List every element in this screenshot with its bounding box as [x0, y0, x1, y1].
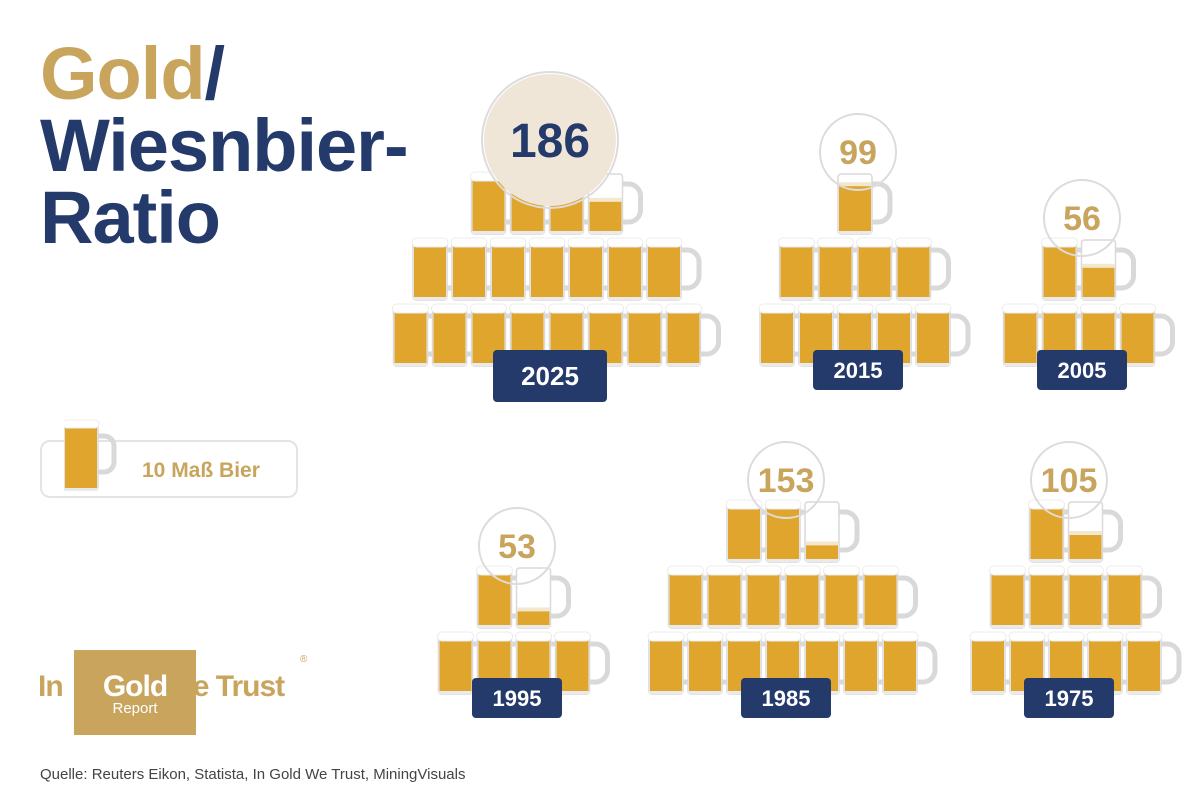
- year-group-2025: 186 2025: [392, 71, 721, 402]
- year-group-1975: 105 1975: [969, 441, 1182, 718]
- title-line-3: Ratio: [40, 176, 221, 259]
- beer-mug-icon: [64, 419, 117, 491]
- year-label-1995: 1995: [493, 686, 542, 711]
- ratio-label-1995: 53: [498, 528, 536, 566]
- year-label-2005: 2005: [1058, 358, 1107, 383]
- logo-gold-box: Gold Report: [74, 650, 196, 735]
- beer-mug-icon: [1067, 501, 1123, 563]
- beer-mug-icon: [804, 501, 860, 563]
- year-group-2015: 99 2015: [758, 113, 971, 390]
- registered-mark: ®: [300, 654, 308, 665]
- ratio-circle: [819, 113, 897, 191]
- in-gold-we-trust-logo: In Gold Report We Trust ®: [38, 650, 318, 735]
- ratio-label-2015: 99: [839, 134, 877, 172]
- ratio-label-2005: 56: [1063, 200, 1101, 238]
- beer-mug-icon: [450, 237, 507, 301]
- beer-mug-icon: [554, 631, 610, 695]
- legend: 10 Maß Bier: [40, 419, 298, 498]
- beer-mug-icon: [837, 173, 893, 235]
- ratio-label-2025: 186: [510, 115, 590, 168]
- year-group-1985: 153 1985: [647, 441, 938, 718]
- beer-mug-icon: [647, 631, 704, 695]
- ratio-circle: [484, 74, 616, 206]
- beer-mug-icon: [437, 631, 493, 695]
- source-note: Quelle: Reuters Eikon, Statista, In Gold…: [40, 766, 466, 783]
- logo-text-report: Report: [112, 700, 158, 717]
- beer-mug-icon: [914, 303, 971, 367]
- ratio-circle: [478, 507, 556, 585]
- year-label-2025: 2025: [521, 361, 579, 391]
- beer-mug-icon: [515, 567, 571, 629]
- year-group-1995: 53 1995: [437, 507, 610, 718]
- beer-mug-icon: [989, 565, 1045, 629]
- ratio-label-1985: 153: [758, 462, 815, 500]
- logo-text-we-trust: We Trust: [166, 670, 285, 703]
- year-label-1985: 1985: [762, 686, 811, 711]
- year-badge-2005: [1037, 350, 1127, 390]
- beer-mug-icon: [969, 631, 1026, 695]
- beer-mug-icon: [862, 565, 918, 629]
- beer-mug-icon: [665, 303, 721, 367]
- beer-mug-icon: [667, 565, 723, 629]
- beer-mug-icon: [587, 173, 643, 235]
- year-badge-1975: [1024, 678, 1114, 718]
- year-group-2005: 56 2005: [1002, 179, 1175, 390]
- beer-mug-icon: [895, 237, 951, 301]
- ratio-circle: [747, 441, 825, 519]
- beer-mug-icon: [645, 237, 702, 301]
- ratio-circle: [1030, 441, 1108, 519]
- logo-text-gold: Gold: [102, 670, 168, 703]
- beer-mug-icon: [881, 631, 938, 695]
- legend-label: 10 Maß Bier: [142, 459, 260, 482]
- ratio-circle: [1043, 179, 1121, 257]
- beer-mug-icon: [626, 303, 682, 367]
- year-label-2015: 2015: [834, 358, 883, 383]
- title-gold: Gold: [40, 32, 206, 115]
- page-title: Gold/ Wiesnbier- Ratio: [40, 37, 409, 255]
- title-line-2: Wiesnbier-: [40, 104, 409, 187]
- year-badge-1985: [741, 678, 831, 718]
- year-label-1975: 1975: [1045, 686, 1094, 711]
- beer-mug-icon: [784, 565, 840, 629]
- ratio-label-1975: 105: [1041, 462, 1098, 500]
- year-badge-1995: [472, 678, 562, 718]
- beer-mug-icon: [392, 303, 448, 367]
- beer-mug-icon: [431, 303, 487, 367]
- year-badge-2025: [493, 350, 607, 402]
- beer-mug-icon: [1125, 631, 1182, 695]
- beer-mug-icon: [1106, 565, 1162, 629]
- logo-text-in: In: [38, 670, 64, 703]
- beer-mug-icon: [470, 171, 526, 235]
- title-slash: /: [204, 32, 226, 115]
- beer-mug-icon: [411, 237, 468, 301]
- beer-mug-icon: [1080, 239, 1136, 301]
- year-badge-2015: [813, 350, 903, 390]
- beer-mug-icon: [1119, 303, 1175, 367]
- beer-mug-icon: [856, 237, 912, 301]
